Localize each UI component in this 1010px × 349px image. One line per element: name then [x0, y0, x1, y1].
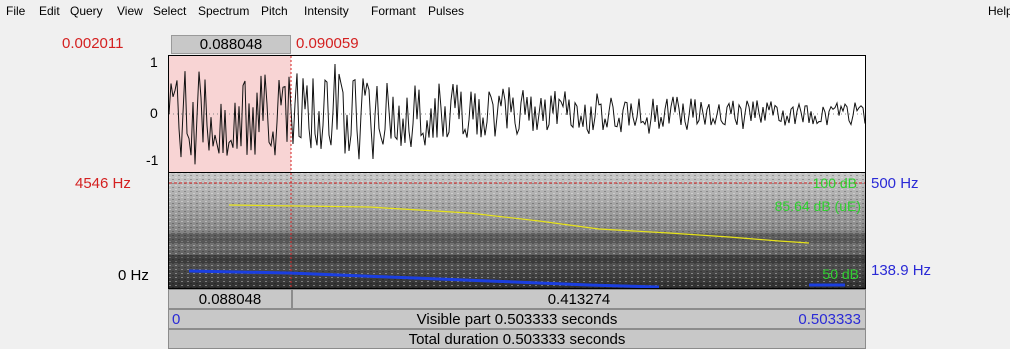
selection-bar: 0.088048 0.413274	[168, 289, 866, 309]
menu-select[interactable]: Select	[153, 4, 187, 18]
pitch-bottom-label: 138.9 Hz	[871, 262, 932, 279]
visible-start-time: 0	[172, 311, 181, 328]
menu-formant[interactable]: Formant	[371, 4, 416, 18]
waveform-max-label: 1	[150, 54, 158, 70]
frequency-cursor-label: 4546 Hz	[75, 175, 131, 192]
waveform-trace	[168, 63, 866, 165]
intensity-value-label: 85.64 dB (uE)	[774, 198, 861, 214]
menu-file[interactable]: File	[6, 4, 26, 18]
spectrogram-panel[interactable]: 100 dB 85.64 dB (uE) 50 dB	[168, 172, 866, 289]
menu-pitch[interactable]: Pitch	[261, 4, 288, 18]
waveform-min-label: -1	[146, 152, 159, 168]
selection-part-button[interactable]: 0.088048	[168, 289, 292, 309]
visible-end-time: 0.503333	[798, 311, 861, 328]
menu-pulses[interactable]: Pulses	[428, 4, 465, 18]
menu-view[interactable]: View	[117, 4, 143, 18]
formant-band-1	[169, 233, 865, 243]
menu-intensity[interactable]: Intensity	[304, 4, 349, 18]
waveform-svg	[168, 56, 866, 172]
total-duration-bar[interactable]: Total duration 0.503333 seconds	[168, 329, 866, 349]
pitch-top-label: 500 Hz	[871, 175, 919, 192]
intensity-bottom-label: 50 dB	[822, 266, 859, 282]
waveform-panel[interactable]	[168, 55, 866, 173]
menu-spectrum[interactable]: Spectrum	[198, 4, 250, 18]
selection-length-box[interactable]: 0.088048	[171, 35, 291, 54]
visible-part-label: Visible part 0.503333 seconds	[416, 311, 618, 328]
remaining-part-button[interactable]: 0.413274	[292, 289, 866, 309]
menu-help[interactable]: Help	[988, 4, 1010, 18]
formant-band-2	[169, 255, 865, 263]
menu-edit[interactable]: Edit	[39, 4, 60, 18]
spectrogram-texture	[169, 173, 865, 288]
intensity-top-label: 100 dB	[812, 175, 857, 191]
spectrogram-svg	[169, 173, 865, 288]
menu-bar: File Edit Query View Select Spectrum Pit…	[0, 0, 1010, 22]
selection-start-time: 0.002011	[62, 35, 124, 52]
visible-part-bar[interactable]: 0 Visible part 0.503333 seconds 0.503333	[168, 309, 866, 329]
formant-curve	[228, 204, 810, 244]
waveform-zero-label: 0	[150, 105, 158, 121]
menu-query[interactable]: Query	[70, 4, 103, 18]
selection-end-time: 0.090059	[296, 35, 359, 52]
pitch-curve	[188, 269, 845, 288]
frequency-bottom-label: 0 Hz	[118, 267, 149, 284]
